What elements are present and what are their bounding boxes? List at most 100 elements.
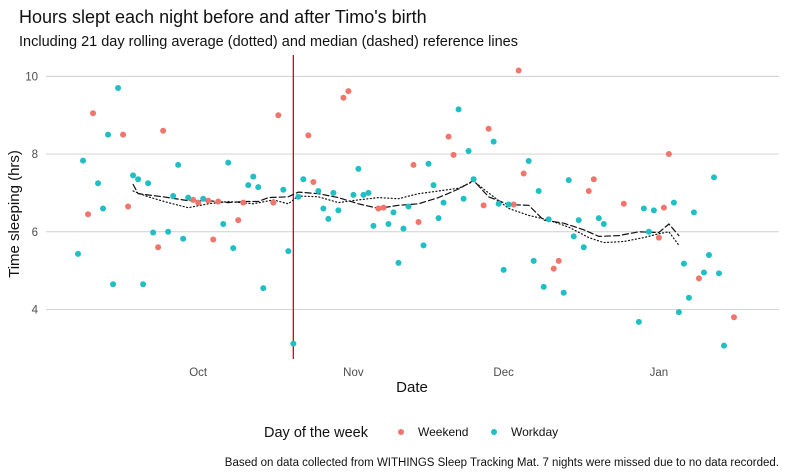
point-workday <box>250 173 257 180</box>
point-workday <box>185 194 192 201</box>
point-workday <box>560 289 567 296</box>
point-workday <box>355 165 362 172</box>
point-workday <box>150 229 157 236</box>
legend-dot-workday <box>491 429 497 435</box>
point-weekend <box>520 170 527 177</box>
point-weekend <box>620 200 627 207</box>
point-workday <box>600 220 607 227</box>
point-weekend <box>85 211 92 218</box>
point-workday <box>705 252 712 259</box>
point-weekend <box>380 204 387 211</box>
point-weekend <box>240 199 247 206</box>
point-workday <box>330 189 337 196</box>
point-weekend <box>235 217 242 224</box>
point-workday <box>165 228 172 235</box>
point-workday <box>405 203 412 210</box>
point-workday <box>200 195 207 202</box>
point-weekend <box>410 161 417 168</box>
point-workday <box>260 285 267 292</box>
point-workday <box>715 270 722 277</box>
point-weekend <box>90 110 97 117</box>
point-workday <box>395 259 402 266</box>
rolling-average-line <box>132 180 680 246</box>
point-workday <box>530 257 537 264</box>
point-workday <box>545 216 552 223</box>
point-workday <box>525 158 532 165</box>
point-weekend <box>730 314 737 321</box>
point-weekend <box>120 131 127 138</box>
point-workday <box>700 269 707 276</box>
point-weekend <box>215 198 222 205</box>
point-workday <box>335 207 342 214</box>
point-weekend <box>375 205 382 212</box>
point-workday <box>495 200 502 207</box>
legend: Day of the week Weekend Workday <box>264 425 558 441</box>
point-weekend <box>695 275 702 282</box>
point-workday <box>290 340 297 347</box>
point-workday <box>435 215 442 222</box>
chart-title: Hours slept each night before and after … <box>19 7 427 27</box>
x-tick-label: Jan <box>650 367 669 379</box>
point-workday <box>75 250 81 257</box>
point-weekend <box>555 257 562 264</box>
legend-dot-weekend <box>398 429 404 435</box>
x-axis-ticks: Oct Nov Dec Jan <box>189 367 668 379</box>
point-workday <box>400 225 407 232</box>
legend-title: Day of the week <box>264 425 369 441</box>
point-weekend <box>345 88 352 95</box>
point-weekend <box>590 176 597 183</box>
point-workday <box>490 138 497 145</box>
point-workday <box>130 172 137 179</box>
point-weekend <box>660 204 667 211</box>
y-axis-ticks: 4 6 8 10 <box>25 71 38 316</box>
point-weekend <box>445 133 452 140</box>
point-weekend <box>515 67 522 74</box>
point-workday <box>440 199 447 206</box>
point-workday <box>690 209 697 216</box>
point-workday <box>425 160 432 167</box>
point-workday <box>285 248 292 255</box>
rolling-lines <box>132 179 680 246</box>
point-workday <box>95 180 102 187</box>
x-tick-label: Nov <box>343 367 364 379</box>
point-workday <box>420 242 427 249</box>
point-weekend <box>310 179 317 186</box>
point-workday <box>220 220 227 227</box>
point-workday <box>430 182 437 189</box>
x-axis-title: Date <box>396 379 428 396</box>
point-workday <box>100 205 107 212</box>
point-workday <box>145 180 152 187</box>
point-workday <box>390 209 397 216</box>
point-weekend <box>485 125 492 132</box>
point-workday <box>650 207 657 214</box>
y-tick-label: 6 <box>32 227 38 239</box>
point-workday <box>675 309 682 316</box>
point-workday <box>385 220 392 227</box>
point-workday <box>720 342 727 349</box>
legend-label-weekend: Weekend <box>418 425 468 439</box>
point-workday <box>635 318 642 325</box>
point-workday <box>315 187 322 194</box>
chart-subtitle: Including 21 day rolling average (dotted… <box>19 34 518 50</box>
point-workday <box>370 222 377 229</box>
point-workday <box>255 184 262 191</box>
point-workday <box>175 161 182 168</box>
point-workday <box>595 215 602 222</box>
grid-lines <box>46 75 779 310</box>
y-tick-label: 8 <box>32 149 38 161</box>
point-weekend <box>125 203 132 210</box>
point-weekend <box>210 236 217 243</box>
point-workday <box>580 244 587 251</box>
point-workday <box>180 235 187 242</box>
point-workday <box>535 187 542 194</box>
point-workday <box>350 191 357 198</box>
point-workday <box>320 205 327 212</box>
point-weekend <box>275 112 282 119</box>
point-workday <box>565 177 572 184</box>
point-workday <box>470 176 477 183</box>
x-tick-label: Dec <box>493 367 514 379</box>
x-tick-label: Oct <box>189 367 208 379</box>
legend-label-workday: Workday <box>511 425 558 439</box>
point-workday <box>230 245 237 252</box>
point-weekend <box>655 234 662 241</box>
